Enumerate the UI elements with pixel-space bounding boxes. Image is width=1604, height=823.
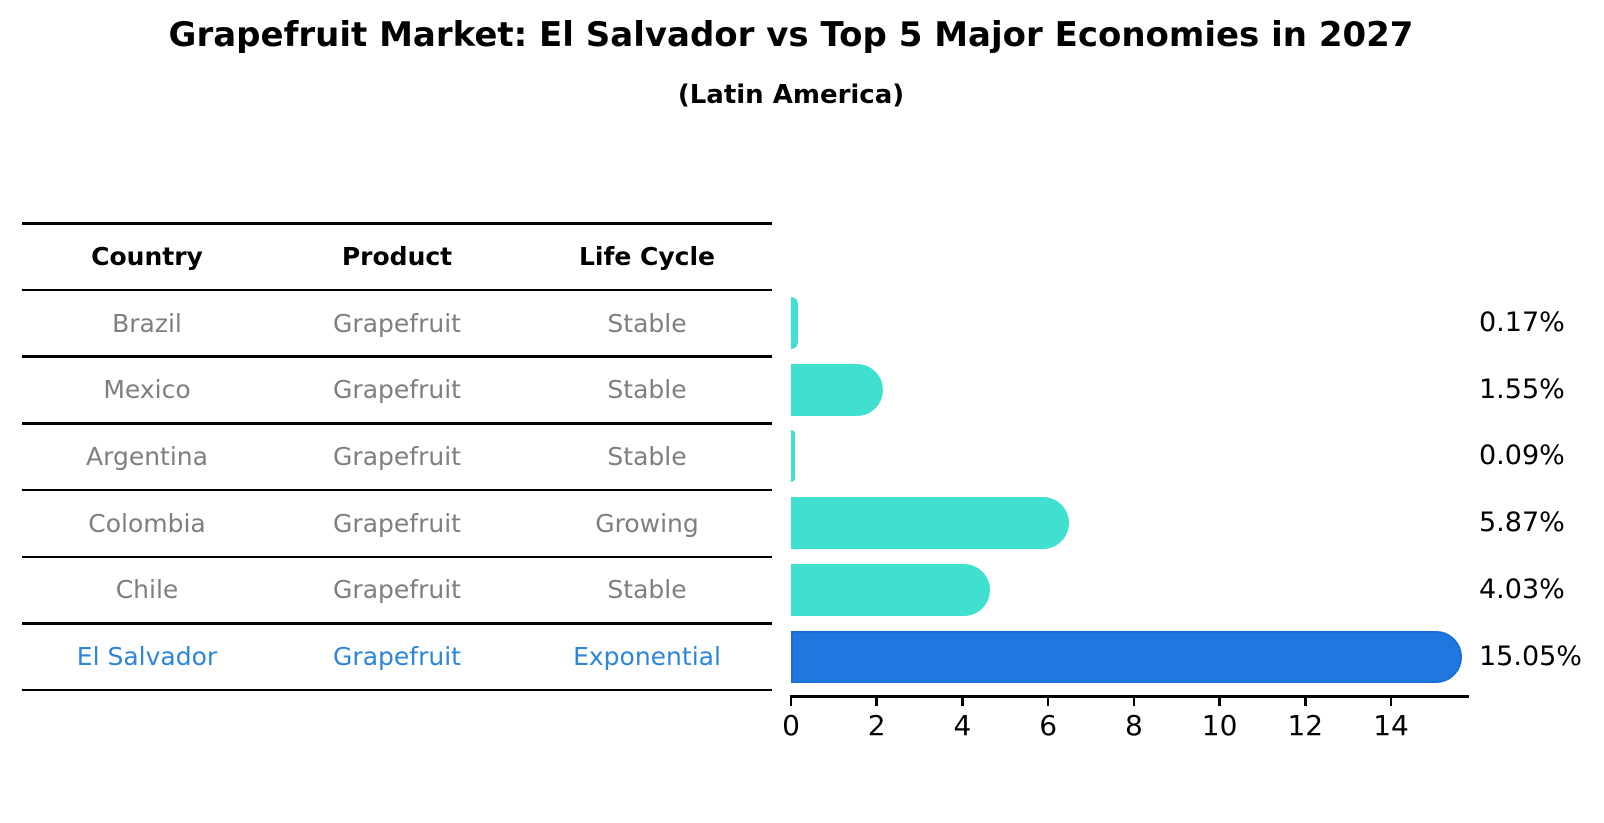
table-row: Argentina Grapefruit Stable: [22, 425, 772, 488]
table-cell-product: Grapefruit: [333, 308, 461, 338]
bar-argentina: [791, 430, 795, 483]
table-cell-life-cycle: Stable: [607, 575, 687, 605]
bar-value-label: 5.87%: [1479, 507, 1565, 539]
bar-value-label: 0.09%: [1479, 440, 1565, 472]
table-cell-life-cycle: Stable: [607, 308, 687, 338]
table-header-life-cycle: Life Cycle: [578, 242, 716, 271]
x-axis-tick-label: 6: [1039, 709, 1058, 742]
bar-value-label: 15.05%: [1479, 640, 1582, 672]
bar-chile: [791, 563, 990, 616]
table-cell-country: Argentina: [86, 441, 208, 471]
chart-subtitle: (Latin America): [677, 80, 905, 110]
bar-value-label: 1.55%: [1479, 373, 1565, 405]
table-header-row: Country Product Life Cycle: [22, 226, 772, 287]
x-axis-tick: [789, 697, 793, 706]
table-line: [22, 222, 772, 225]
table-cell-product: Grapefruit: [333, 441, 461, 471]
x-axis-tick-label: 14: [1373, 709, 1409, 742]
table-cell-country: Mexico: [103, 375, 191, 405]
bar-colombia: [791, 497, 1069, 550]
table-cell-country: Chile: [115, 575, 179, 605]
table-cell-life-cycle: Growing: [595, 508, 699, 538]
table-cell-product: Grapefruit: [333, 508, 461, 538]
table-cell-country: Colombia: [88, 508, 206, 538]
table-cell-life-cycle: Stable: [607, 441, 687, 471]
x-axis-tick: [1132, 697, 1136, 706]
x-axis-line: [790, 695, 1469, 698]
x-axis-tick-label: 4: [953, 709, 972, 742]
bar-mexico: [791, 363, 884, 416]
table-row: Brazil Grapefruit Stable: [22, 292, 772, 355]
x-axis-tick: [1304, 697, 1307, 706]
table-line: [22, 622, 772, 625]
x-axis-tick: [961, 697, 964, 706]
table-row: Chile Grapefruit Stable: [22, 559, 772, 622]
table-cell-life-cycle: Stable: [607, 375, 687, 405]
x-axis-tick: [1218, 697, 1221, 706]
table-line: [22, 422, 772, 425]
table-line: [22, 288, 772, 292]
table-row: Mexico Grapefruit Stable: [22, 358, 772, 421]
table-header-country: Country: [91, 242, 203, 271]
x-axis-tick-label: 2: [867, 709, 886, 742]
x-axis-tick: [1046, 697, 1050, 706]
table-cell-product: Grapefruit: [333, 642, 461, 672]
x-axis-tick-label: 8: [1124, 709, 1143, 742]
chart-title: Grapefruit Market: El Salvador vs Top 5 …: [168, 15, 1414, 55]
table-row: Colombia Grapefruit Growing: [22, 492, 772, 555]
table-header-product: Product: [341, 242, 453, 271]
x-axis-tick: [1389, 697, 1393, 706]
x-axis-tick-label: 10: [1201, 709, 1238, 742]
table-cell-country: El Salvador: [76, 642, 218, 672]
table-cell-product: Grapefruit: [333, 375, 461, 405]
x-axis-tick-label: 12: [1287, 709, 1324, 742]
table-row: El Salvador Grapefruit Exponential: [22, 625, 772, 688]
bar-value-label: 4.03%: [1479, 573, 1565, 605]
table-line: [22, 555, 772, 559]
x-axis-tick: [875, 697, 878, 706]
x-axis-tick-label: 0: [782, 709, 800, 742]
bar-brazil: [791, 297, 799, 350]
table-cell-life-cycle: Exponential: [573, 642, 721, 672]
table-line: [22, 488, 772, 492]
table-line: [22, 688, 772, 692]
bar-el-salvador: [791, 630, 1463, 683]
table-cell-country: Brazil: [112, 308, 182, 338]
table-line: [22, 355, 772, 358]
bar-value-label: 0.17%: [1479, 307, 1565, 339]
table-cell-product: Grapefruit: [333, 575, 461, 605]
